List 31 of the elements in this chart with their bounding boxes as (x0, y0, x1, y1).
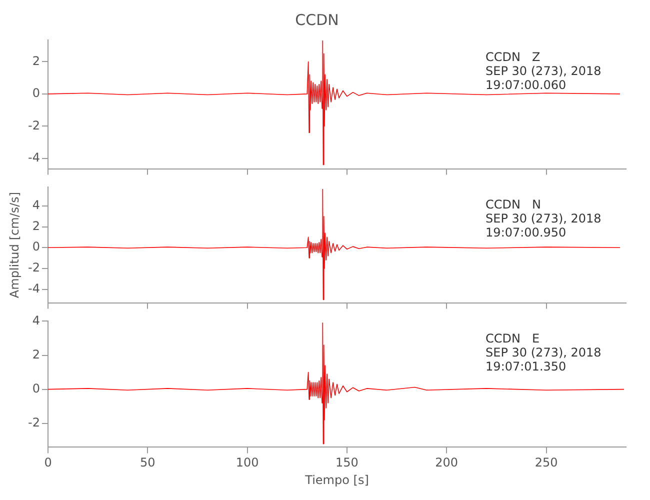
x-tick-label: 100 (236, 456, 259, 470)
y-tick-label: 0 (32, 240, 40, 254)
x-axis-title: Tiempo [s] (304, 472, 369, 487)
y-tick-label: 0 (32, 381, 40, 396)
y-tick-label: 2 (32, 54, 40, 68)
y-axis-title: Amplitud [cm/s/s] (7, 192, 22, 298)
y-tick-label: -4 (28, 150, 40, 164)
y-tick-label: 0 (32, 86, 40, 100)
x-tick-label: 0 (44, 456, 52, 470)
annotation: 19:07:00.060 (486, 78, 566, 92)
y-tick-label: -2 (28, 260, 40, 275)
x-tick-label: 150 (336, 456, 358, 470)
x-tick-label: 50 (140, 456, 156, 470)
y-tick-label: -4 (28, 281, 40, 296)
annotation: SEP 30 (273), 2018 (486, 64, 602, 78)
annotation: CCDN N (486, 197, 541, 212)
x-tick-label: 200 (435, 456, 458, 470)
annotation: 19:07:01.350 (486, 359, 566, 374)
annotation: CCDN E (486, 331, 540, 346)
y-tick-label: -2 (28, 118, 40, 132)
x-tick-label: 250 (534, 456, 558, 470)
y-tick-label: 2 (32, 218, 40, 233)
annotation: SEP 30 (273), 2018 (486, 211, 602, 226)
annotation: SEP 30 (273), 2018 (486, 345, 602, 360)
y-tick-label: 4 (32, 198, 40, 212)
y-tick-label: 2 (32, 347, 40, 362)
annotation: CCDN Z (486, 50, 540, 64)
annotation: 19:07:00.950 (486, 225, 566, 240)
y-tick-label: 4 (32, 313, 40, 328)
y-tick-label: -2 (28, 415, 40, 430)
chart-title: CCDN (295, 10, 339, 29)
